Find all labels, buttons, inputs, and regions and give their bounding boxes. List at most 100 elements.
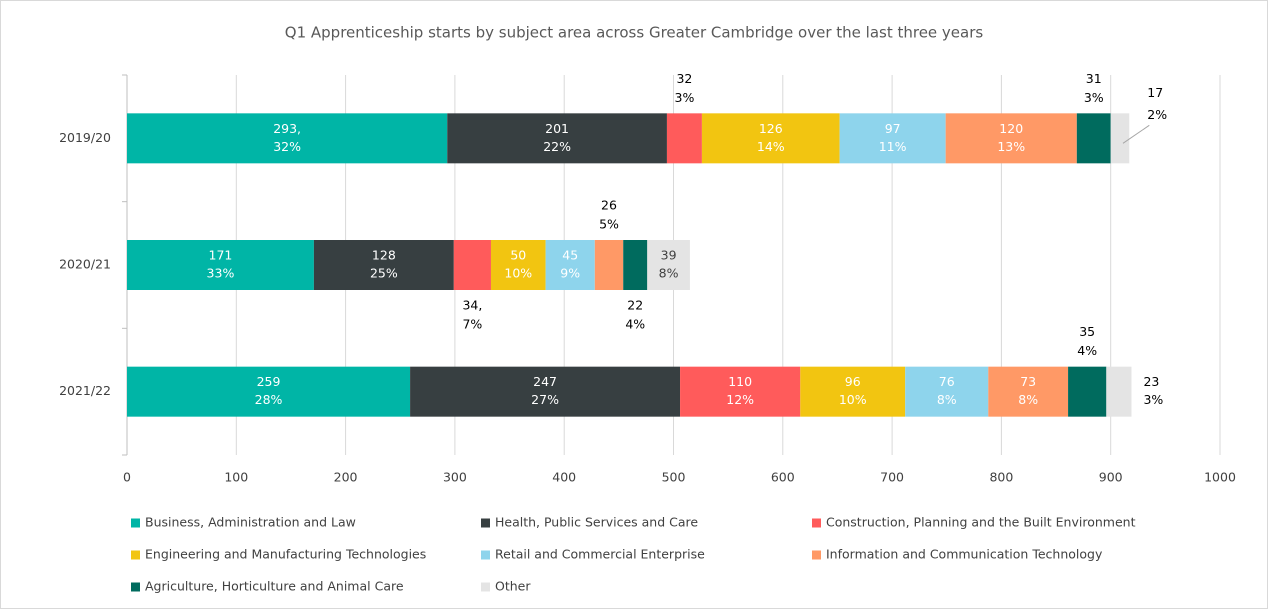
x-tick-label: 0 — [123, 470, 131, 485]
data-label: 23 — [1143, 374, 1159, 389]
legend-label: Information and Communication Technology — [826, 547, 1103, 562]
x-tick-label: 700 — [880, 470, 904, 485]
legend-swatch — [812, 518, 821, 528]
bar-segment — [988, 366, 1069, 417]
data-label: 17 — [1147, 85, 1163, 100]
data-label: 126 — [759, 121, 783, 136]
data-label-share: 5% — [599, 217, 619, 232]
data-label-share: 33% — [207, 266, 235, 281]
x-tick-label: 800 — [989, 470, 1013, 485]
data-label-share: 7% — [462, 317, 482, 332]
data-label: 22 — [627, 298, 643, 313]
legend-label: Construction, Planning and the Built Env… — [826, 515, 1136, 530]
data-label-share: 8% — [1018, 392, 1038, 407]
bar-segment — [453, 240, 491, 290]
data-label: 293, — [273, 121, 301, 136]
data-label-share: 12% — [726, 392, 754, 407]
y-tick-label: 2019/20 — [59, 130, 111, 145]
legend-label: Agriculture, Horticulture and Animal Car… — [145, 579, 404, 594]
data-label-share: 32% — [273, 139, 301, 154]
legend-swatch — [131, 582, 140, 592]
data-label: 171 — [209, 248, 233, 263]
bar-segment — [313, 240, 454, 290]
bar-segment — [545, 240, 595, 290]
data-label: 201 — [545, 121, 569, 136]
bar-segment — [701, 113, 840, 164]
data-label-share: 10% — [839, 392, 867, 407]
data-label: 120 — [999, 121, 1023, 136]
data-label: 110 — [728, 374, 752, 389]
y-tick-label: 2020/21 — [59, 257, 111, 272]
data-label: 73 — [1020, 374, 1036, 389]
x-tick-label: 100 — [224, 470, 248, 485]
bar-segment — [945, 113, 1077, 164]
bar-segment — [127, 240, 314, 290]
data-label-share: 4% — [1077, 343, 1097, 358]
x-tick-label: 900 — [1099, 470, 1123, 485]
data-label-share: 10% — [504, 266, 532, 281]
data-label-share: 8% — [937, 392, 957, 407]
leader-line — [1122, 124, 1150, 144]
bar-segment — [490, 240, 546, 290]
x-tick-label: 500 — [662, 470, 686, 485]
bar-segment — [127, 366, 411, 417]
legend-label: Other — [495, 579, 531, 594]
legend-swatch — [131, 518, 140, 528]
bar-segment — [666, 113, 702, 164]
data-label-share: 9% — [560, 266, 580, 281]
bar-segment — [410, 366, 681, 417]
bar-segment — [623, 240, 648, 290]
data-label-share: 25% — [370, 266, 398, 281]
data-label: 45 — [562, 248, 578, 263]
bar-segment — [839, 113, 946, 164]
data-label-share: 13% — [997, 139, 1025, 154]
bar-segment — [1110, 113, 1130, 164]
data-label-share: 3% — [1143, 392, 1163, 407]
bar-segment — [647, 240, 690, 290]
legend-swatch — [812, 550, 821, 560]
legend-swatch — [481, 550, 490, 560]
legend-label: Retail and Commercial Enterprise — [495, 547, 705, 562]
bar-segment — [800, 366, 906, 417]
data-label-share: 3% — [1084, 90, 1104, 105]
data-label-share: 2% — [1147, 107, 1167, 122]
data-label: 76 — [939, 374, 955, 389]
bar-segment — [1076, 113, 1111, 164]
x-tick-label: 200 — [334, 470, 358, 485]
bar-segment — [127, 113, 448, 164]
bar-segment — [905, 366, 989, 417]
data-label: 31 — [1086, 71, 1102, 86]
data-label: 39 — [661, 248, 677, 263]
data-label-share: 3% — [675, 90, 695, 105]
data-label: 259 — [257, 374, 281, 389]
legend-swatch — [481, 582, 490, 592]
data-label-share: 28% — [255, 392, 283, 407]
data-label: 35 — [1079, 324, 1095, 339]
data-label: 96 — [845, 374, 861, 389]
x-tick-label: 1000 — [1204, 470, 1236, 485]
data-label: 50 — [510, 248, 526, 263]
chart-title: Q1 Apprenticeship starts by subject area… — [285, 24, 984, 42]
bar-segment — [594, 240, 624, 290]
data-label-share: 8% — [659, 266, 679, 281]
legend-label: Engineering and Manufacturing Technologi… — [145, 547, 426, 562]
legend-label: Health, Public Services and Care — [495, 515, 698, 530]
data-label-share: 27% — [531, 392, 559, 407]
x-tick-label: 600 — [771, 470, 795, 485]
data-label-share: 14% — [757, 139, 785, 154]
data-label: 128 — [372, 248, 396, 263]
legend-label: Business, Administration and Law — [145, 515, 356, 530]
data-label-share: 11% — [879, 139, 907, 154]
data-label: 32 — [676, 71, 692, 86]
bar-segment — [447, 113, 667, 164]
data-label: 26 — [601, 198, 617, 213]
bar-segment — [680, 366, 801, 417]
data-label-share: 22% — [543, 139, 571, 154]
data-label: 247 — [533, 374, 557, 389]
bar-segment — [1106, 366, 1132, 417]
data-label: 97 — [885, 121, 901, 136]
bar-segment — [1068, 366, 1107, 417]
x-tick-label: 400 — [552, 470, 576, 485]
